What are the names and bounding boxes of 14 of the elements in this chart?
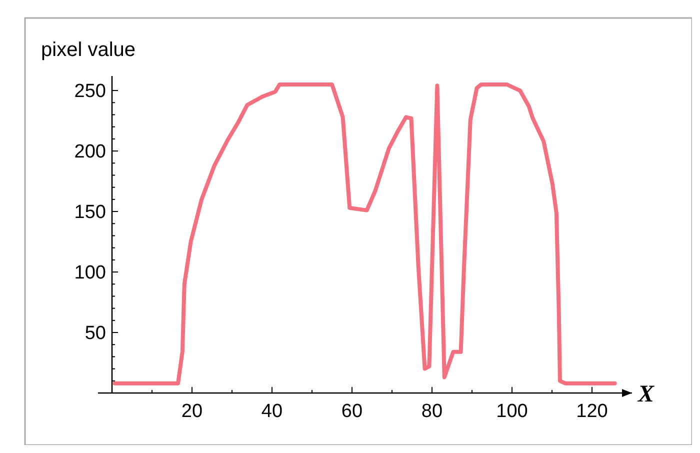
x-axis-title: X (637, 381, 655, 408)
line-series (112, 82, 617, 386)
x-tick-label: 120 (576, 401, 608, 422)
x-tick-label: 60 (341, 401, 363, 422)
y-tick-label: 250 (74, 81, 106, 102)
y-tick-label: 150 (74, 202, 106, 224)
y-tick-label: 200 (74, 142, 106, 163)
x-tick-label: 40 (261, 401, 283, 422)
y-tick-label: 50 (84, 323, 106, 344)
x-tick-label: 100 (496, 401, 528, 422)
x-tick-label: 80 (421, 401, 443, 422)
y-tick-label: 100 (74, 262, 106, 284)
y-axis-title: pixel value (41, 39, 136, 61)
x-tick-label: 20 (181, 401, 203, 422)
